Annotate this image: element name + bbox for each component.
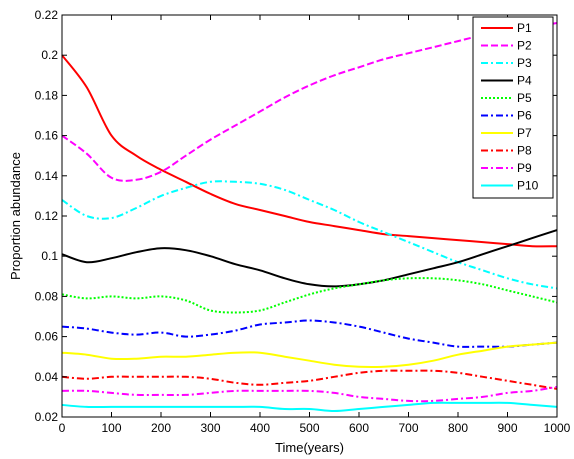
legend-label-p6: P6 (517, 109, 532, 123)
legend-label-p1: P1 (517, 21, 532, 35)
legend: P1 P2 P3 P4 P5 P6 P7 P8 P9 P10 (473, 17, 553, 198)
y-axis-label: Proportion abundance (8, 152, 23, 280)
series-line-p8 (62, 371, 557, 389)
x-tick-label: 900 (497, 421, 517, 435)
legend-label-p8: P8 (517, 144, 532, 158)
y-tick-label: 0.22 (35, 8, 59, 22)
y-tick-label: 0.14 (35, 169, 59, 183)
series-line-p9 (62, 387, 557, 401)
series-line-p10 (62, 403, 557, 411)
legend-label-p9: P9 (517, 161, 532, 175)
y-tick-label: 0.2 (41, 48, 58, 62)
x-tick-label: 800 (448, 421, 468, 435)
series-line-p6 (62, 321, 557, 347)
y-tick-label: 0.06 (35, 330, 59, 344)
x-tick-label: 100 (101, 421, 121, 435)
x-tick-label: 300 (200, 421, 220, 435)
y-tick-label: 0.16 (35, 129, 59, 143)
x-tick-label: 0 (59, 421, 66, 435)
legend-label-p3: P3 (517, 56, 532, 70)
x-tick-label: 600 (349, 421, 369, 435)
legend-label-p7: P7 (517, 126, 532, 140)
y-tick-label: 0.12 (35, 209, 59, 223)
legend-label-p10: P10 (517, 179, 539, 193)
legend-label-p5: P5 (517, 91, 532, 105)
y-tick-label: 0.1 (41, 249, 58, 263)
legend-label-p2: P2 (517, 39, 532, 53)
y-tick-label: 0.02 (35, 410, 59, 424)
y-tick-label: 0.18 (35, 88, 59, 102)
x-tick-label: 700 (398, 421, 418, 435)
series-line-p4 (62, 230, 557, 286)
x-axis-label: Time(years) (275, 440, 344, 455)
series-line-p5 (62, 278, 557, 312)
legend-label-p4: P4 (517, 74, 532, 88)
y-tick-label: 0.04 (35, 370, 59, 384)
x-tick-label: 400 (250, 421, 270, 435)
y-tick-label: 0.08 (35, 289, 59, 303)
x-tick-label: 200 (151, 421, 171, 435)
x-tick-label: 500 (299, 421, 319, 435)
legend-box (473, 17, 553, 198)
x-tick-label: 1000 (544, 421, 571, 435)
